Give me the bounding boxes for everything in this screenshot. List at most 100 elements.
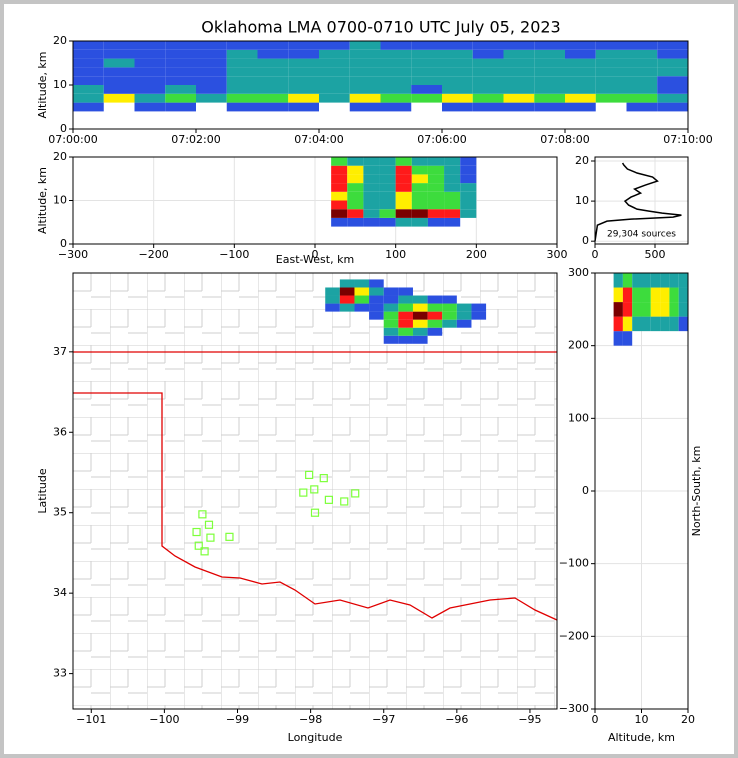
density-cell <box>369 287 384 296</box>
density-cell <box>412 311 428 320</box>
density-cell <box>472 102 504 112</box>
density-cell <box>319 85 350 94</box>
density-cell <box>472 67 504 77</box>
density-cell <box>427 217 445 227</box>
density-cell <box>442 58 473 68</box>
density-cell <box>331 157 348 166</box>
density-cell <box>442 295 457 304</box>
x-tick-label: 07:00:00 <box>48 133 97 146</box>
density-cell <box>427 183 445 192</box>
density-cell <box>349 93 381 103</box>
x-axis-label: Altitude, km <box>608 731 675 744</box>
density-cell <box>411 191 428 201</box>
density-cell <box>442 102 473 112</box>
density-cell <box>380 41 412 50</box>
density-cell <box>641 302 651 317</box>
density-cell <box>460 165 477 175</box>
density-cell <box>678 302 688 317</box>
x-tick-label: −100 <box>149 713 179 726</box>
station <box>225 532 234 541</box>
density-cell <box>325 303 340 312</box>
y-tick-label: 0 <box>60 237 67 250</box>
density-cell <box>165 93 196 103</box>
density-cell <box>660 302 670 317</box>
y-tick-label: 35 <box>53 506 67 519</box>
density-cell <box>427 165 445 175</box>
density-cell <box>398 319 413 328</box>
density-cell <box>411 49 442 59</box>
density-cell <box>257 41 289 50</box>
density-cell <box>444 183 461 192</box>
density-cell <box>626 49 658 59</box>
density-cell <box>363 174 380 184</box>
density-cell <box>103 93 135 103</box>
y-axis-label: North-South, km <box>690 446 703 537</box>
density-cell <box>622 273 633 288</box>
density-cell <box>626 67 658 77</box>
y-tick-label: −200 <box>559 629 589 642</box>
density-cell <box>347 165 364 175</box>
density-cell <box>398 295 413 304</box>
density-cell <box>226 67 258 77</box>
density-cell <box>349 49 381 59</box>
density-cell <box>339 295 355 304</box>
x-tick-label: 10 <box>635 713 649 726</box>
density-cell <box>613 316 623 332</box>
density-cell <box>472 85 504 94</box>
density-cell <box>442 319 457 328</box>
density-cell <box>134 76 166 85</box>
density-cell <box>472 76 504 85</box>
x-tick-label: 07:02:00 <box>171 133 220 146</box>
density-cell <box>503 85 535 94</box>
density-cell <box>354 295 370 304</box>
density-cell <box>369 295 384 304</box>
density-cell <box>472 41 504 50</box>
density-cell <box>534 93 565 103</box>
density-cell <box>657 76 688 85</box>
y-tick-label: 10 <box>53 194 67 207</box>
density-cell <box>444 157 461 166</box>
density-cell <box>444 174 461 184</box>
density-cell <box>134 93 166 103</box>
density-cell <box>398 327 413 336</box>
density-cell <box>678 316 688 332</box>
density-cell <box>226 85 258 94</box>
station <box>340 497 349 506</box>
density-cell <box>442 67 473 77</box>
density-cell <box>196 93 227 103</box>
density-cell <box>319 76 350 85</box>
y-tick-label: −300 <box>559 702 589 715</box>
density-cell <box>325 295 340 304</box>
density-cell <box>456 311 472 320</box>
chart: Oklahoma LMA 0700-0710 UTC July 05, 2023… <box>36 18 713 745</box>
y-tick-label: 0 <box>582 484 589 497</box>
density-cell <box>379 165 396 175</box>
density-cell <box>398 303 413 312</box>
axes-frame <box>72 40 689 130</box>
density-cell <box>622 316 633 332</box>
density-cell <box>411 76 442 85</box>
density-cell <box>347 183 364 192</box>
x-tick-label: −96 <box>445 713 468 726</box>
density-cell <box>411 103 442 112</box>
density-cell <box>642 331 651 346</box>
y-tick-label: 20 <box>575 154 589 167</box>
y-tick-label: 10 <box>575 194 589 207</box>
density-cell <box>196 58 227 68</box>
density-cell <box>288 76 319 85</box>
density-cell <box>257 58 289 68</box>
density-cell <box>460 157 477 166</box>
station <box>200 547 209 556</box>
density-cell <box>595 85 627 94</box>
station <box>351 489 360 498</box>
x-tick-label: −101 <box>76 713 106 726</box>
density-cell <box>379 217 396 227</box>
density-cell <box>383 335 399 344</box>
axes-frame <box>594 156 689 245</box>
density-cell <box>383 295 399 304</box>
y-tick-label: 37 <box>53 345 67 358</box>
density-cell <box>134 58 166 68</box>
density-cell <box>73 102 104 112</box>
density-cell <box>288 58 319 68</box>
x-tick-label: −200 <box>139 248 169 261</box>
